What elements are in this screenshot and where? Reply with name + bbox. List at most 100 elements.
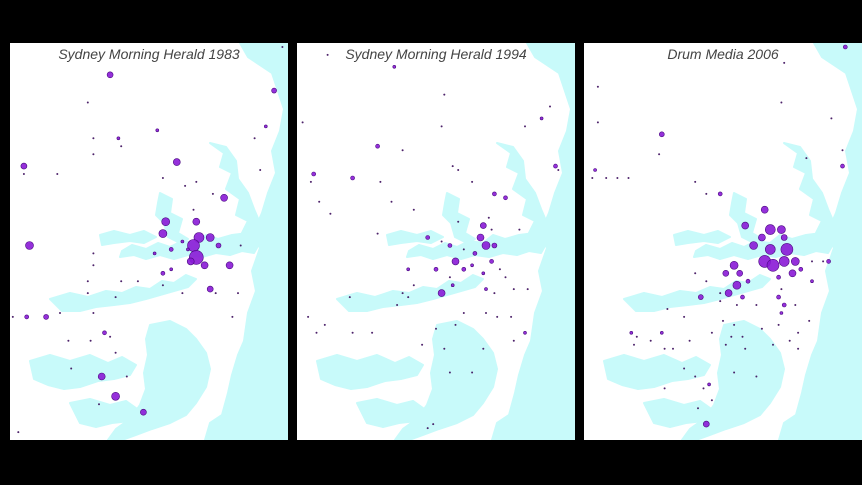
water-body <box>49 274 197 312</box>
venue-dot <box>760 205 769 214</box>
water-body <box>406 232 550 260</box>
venue-dot <box>184 184 187 187</box>
venue-dot <box>758 233 766 242</box>
venue-dot <box>214 292 217 295</box>
water-body <box>29 354 137 390</box>
venue-dot <box>390 200 393 203</box>
venue-dot <box>717 191 723 197</box>
venue-dot <box>161 177 164 179</box>
venue-dot <box>43 314 49 320</box>
venue-dot <box>206 285 214 293</box>
venue-dot <box>649 339 652 342</box>
venue-dot <box>659 131 665 138</box>
venue-dot <box>491 242 498 249</box>
water-body <box>394 320 498 440</box>
venue-dot <box>482 347 485 350</box>
venue-dot <box>432 423 435 426</box>
venue-dot <box>724 289 733 297</box>
venue-dot <box>116 136 121 141</box>
venue-dot <box>425 235 430 240</box>
venue-dot <box>732 280 742 290</box>
venue-dot <box>840 163 845 169</box>
map-canvas <box>584 43 862 440</box>
venue-dot <box>733 371 736 374</box>
map-panel-1983: Sydney Morning Herald 1983 <box>10 43 288 440</box>
venue-dot <box>440 125 443 128</box>
venue-dot <box>70 367 73 370</box>
venue-dot <box>186 247 190 252</box>
water-body <box>496 142 548 236</box>
venue-dot <box>281 46 284 48</box>
venue-dot <box>663 387 666 390</box>
venue-dot <box>192 208 195 211</box>
water-body <box>204 43 288 440</box>
venue-dot <box>237 292 239 295</box>
venue-dot <box>493 292 496 295</box>
venue-dot <box>448 276 451 279</box>
venue-dot <box>433 267 439 272</box>
venue-dot <box>810 279 814 283</box>
venue-dot <box>17 431 20 434</box>
venue-dot <box>412 284 415 287</box>
venue-dot <box>200 261 209 270</box>
venue-dot <box>435 327 437 330</box>
venue-dot <box>485 312 487 314</box>
venue-dot <box>231 315 234 318</box>
venue-dot <box>259 169 262 171</box>
water-body <box>107 320 211 440</box>
venue-dot <box>760 327 763 330</box>
venue-dot <box>694 272 697 275</box>
venue-dot <box>161 284 164 287</box>
venue-dot <box>780 243 794 256</box>
panel-title: Sydney Morning Herald 1983 <box>58 46 240 62</box>
water-body <box>356 398 428 428</box>
venue-dot <box>186 257 195 266</box>
venue-dot <box>114 296 117 299</box>
venue-dot <box>120 145 123 148</box>
venue-dot <box>136 280 139 283</box>
venue-dot <box>779 311 784 315</box>
venue-dot <box>471 371 474 374</box>
venue-dot <box>426 427 429 430</box>
venue-dot <box>92 312 95 314</box>
venue-dot <box>830 117 833 120</box>
water-body <box>673 230 731 246</box>
venue-dot <box>480 222 487 229</box>
venue-dot <box>766 259 780 272</box>
venue-dot <box>683 315 686 318</box>
venue-dot <box>777 225 786 234</box>
venue-dot <box>733 323 736 326</box>
venue-dot <box>780 234 788 241</box>
venue-dot <box>451 257 460 266</box>
venue-dot <box>97 372 106 381</box>
venue-dot <box>457 169 460 171</box>
venue-dot <box>169 267 173 272</box>
venue-dot <box>155 128 160 133</box>
venue-dot <box>658 153 661 156</box>
venue-dot <box>778 256 790 267</box>
map-panel-2006: Drum Media 2006 <box>584 43 862 440</box>
venue-dot <box>437 289 446 297</box>
venue-dot <box>783 61 786 64</box>
venue-dot <box>512 339 515 342</box>
venue-dot <box>811 260 813 263</box>
venue-dot <box>311 171 317 177</box>
venue-dot <box>180 239 185 244</box>
venue-dot <box>755 375 758 378</box>
water-body <box>99 230 157 246</box>
venue-dot <box>401 149 404 152</box>
venue-dot <box>826 259 831 264</box>
venue-dot <box>376 232 379 235</box>
venue-dot <box>719 300 722 303</box>
water-body <box>442 192 476 244</box>
venue-dot <box>510 315 513 318</box>
venue-dot <box>794 304 797 306</box>
venue-dot <box>780 101 783 104</box>
venue-dot <box>59 312 61 314</box>
venue-dot <box>683 367 686 370</box>
venue-dot <box>705 280 708 283</box>
venue-dot <box>152 251 157 256</box>
venue-dot <box>822 260 825 263</box>
venue-dot <box>140 408 147 416</box>
venue-dot <box>315 331 318 334</box>
